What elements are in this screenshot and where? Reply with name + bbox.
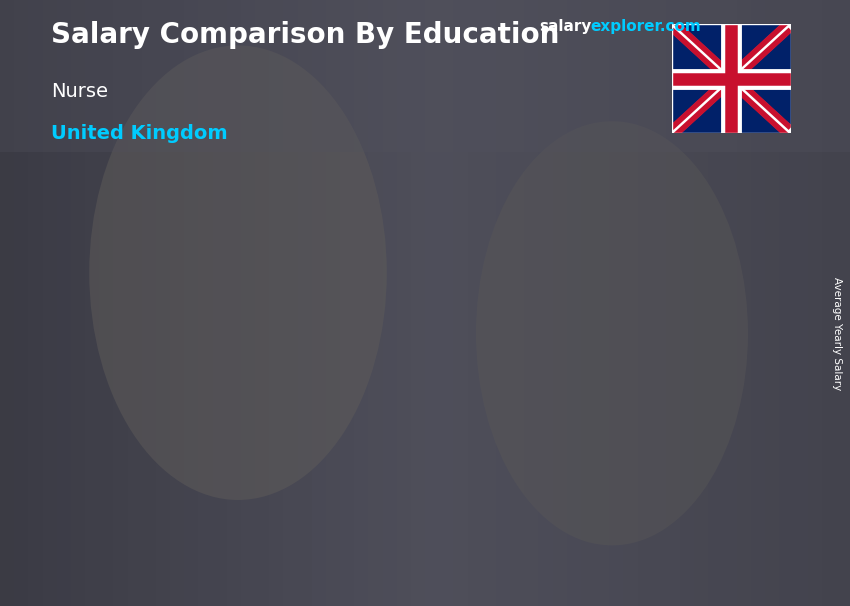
Polygon shape — [454, 185, 619, 558]
Bar — [638, 0, 652, 606]
Text: +39%: +39% — [337, 102, 436, 131]
Bar — [283, 0, 298, 606]
Bar — [468, 0, 482, 606]
Ellipse shape — [476, 121, 748, 545]
Bar — [57, 0, 71, 606]
Bar — [128, 0, 142, 606]
Bar — [722, 0, 737, 606]
Bar — [808, 0, 822, 606]
Bar — [0, 0, 850, 152]
Bar — [496, 0, 510, 606]
Polygon shape — [177, 262, 371, 289]
Polygon shape — [454, 159, 649, 185]
Bar — [198, 0, 212, 606]
Bar — [453, 0, 468, 606]
Bar — [595, 0, 609, 606]
Text: salary: salary — [540, 19, 592, 35]
Bar — [737, 0, 751, 606]
Bar — [326, 0, 340, 606]
Bar — [666, 0, 680, 606]
Text: 45,400 GBP: 45,400 GBP — [198, 227, 306, 245]
Bar — [680, 0, 694, 606]
Bar — [652, 0, 666, 606]
Bar — [524, 0, 538, 606]
Bar — [793, 0, 808, 606]
Bar — [85, 0, 99, 606]
Text: Master's Degree: Master's Degree — [468, 593, 634, 606]
Text: 63,000 GBP: 63,000 GBP — [535, 123, 643, 141]
Bar — [609, 0, 623, 606]
Bar — [170, 0, 184, 606]
Bar — [368, 0, 382, 606]
Text: Nurse: Nurse — [51, 82, 108, 101]
Bar — [751, 0, 765, 606]
Bar — [14, 0, 28, 606]
Bar — [354, 0, 368, 606]
Text: United Kingdom: United Kingdom — [51, 124, 228, 143]
Bar — [227, 0, 241, 606]
Bar — [28, 0, 42, 606]
Bar — [538, 0, 552, 606]
Polygon shape — [342, 262, 371, 558]
Text: Average Yearly Salary: Average Yearly Salary — [832, 277, 842, 390]
Bar — [142, 0, 156, 606]
Bar — [694, 0, 708, 606]
Bar — [42, 0, 57, 606]
Bar — [822, 0, 836, 606]
Bar — [567, 0, 581, 606]
Polygon shape — [619, 159, 649, 558]
Bar — [411, 0, 425, 606]
Bar — [765, 0, 779, 606]
Bar — [708, 0, 722, 606]
Bar — [269, 0, 283, 606]
Bar — [156, 0, 170, 606]
Polygon shape — [177, 289, 342, 558]
Text: Bachelor's Degree: Bachelor's Degree — [182, 593, 366, 606]
Bar — [581, 0, 595, 606]
Bar — [482, 0, 496, 606]
Bar — [71, 0, 85, 606]
Bar — [298, 0, 312, 606]
Bar — [0, 0, 14, 606]
Ellipse shape — [89, 45, 387, 500]
Bar — [623, 0, 638, 606]
Bar — [779, 0, 793, 606]
Text: explorer.com: explorer.com — [591, 19, 701, 35]
Polygon shape — [672, 24, 790, 133]
Bar — [425, 0, 439, 606]
Bar — [255, 0, 269, 606]
Bar — [382, 0, 397, 606]
Bar — [113, 0, 128, 606]
Text: Salary Comparison By Education: Salary Comparison By Education — [51, 21, 559, 49]
Bar — [184, 0, 198, 606]
Bar — [99, 0, 113, 606]
Bar — [212, 0, 227, 606]
Bar — [836, 0, 850, 606]
Bar — [510, 0, 524, 606]
Bar — [552, 0, 567, 606]
Bar — [340, 0, 354, 606]
Bar — [439, 0, 453, 606]
Bar — [397, 0, 411, 606]
Bar — [241, 0, 255, 606]
Bar — [312, 0, 326, 606]
